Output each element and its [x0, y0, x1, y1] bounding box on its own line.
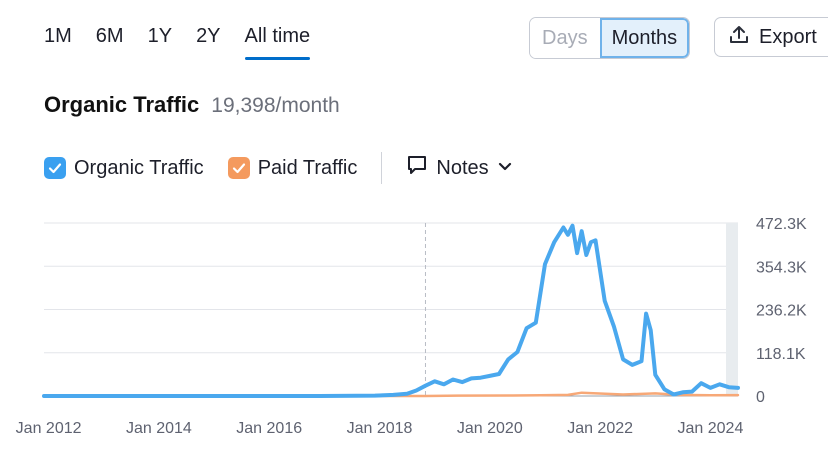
- y-tick-label: 236.2K: [756, 303, 807, 320]
- legend-divider: [381, 152, 383, 184]
- x-tick-label: Jan 2012: [16, 420, 82, 437]
- organic-traffic-line: [42, 223, 740, 398]
- range-tab-all-time[interactable]: All time: [244, 22, 310, 60]
- current-period-band: [726, 223, 738, 396]
- upload-icon: [729, 24, 749, 50]
- legend-paid-traffic[interactable]: Paid Traffic: [227, 156, 358, 180]
- notes-label: Notes: [436, 156, 489, 179]
- chart-marks: [42, 223, 740, 398]
- chart-grid: [44, 222, 738, 397]
- range-tabs: 1M 6M 1Y 2Y All time: [44, 22, 334, 60]
- metric-value: 19,398/month: [211, 94, 340, 117]
- months-button[interactable]: Months: [599, 18, 690, 58]
- x-tick-label: Jan 2014: [126, 420, 192, 437]
- days-button[interactable]: Days: [530, 18, 600, 58]
- range-tab-6m[interactable]: 6M: [95, 25, 124, 47]
- x-axis-ticks: Jan 2012 Jan 2014 Jan 2016 Jan 2018 Jan 2020…: [16, 420, 744, 437]
- notes-dropdown[interactable]: Notes: [406, 154, 512, 182]
- y-tick-label: 118.1K: [756, 346, 806, 363]
- metric-title: Organic Traffic: [44, 92, 200, 117]
- legend-organic-label: Organic Traffic: [74, 156, 204, 179]
- checkbox-checked-icon: [227, 157, 250, 179]
- x-tick-label: Jan 2018: [347, 420, 413, 437]
- chevron-down-icon: [497, 157, 513, 180]
- x-tick-label: Jan 2020: [457, 420, 523, 437]
- y-axis-ticks: 0 118.1K 236.2K 354.3K 472.3K: [756, 216, 807, 406]
- granularity-toggle: Days Months: [529, 17, 691, 59]
- metric-summary: Organic Traffic 19,398/month: [44, 92, 340, 118]
- x-tick-label: Jan 2016: [236, 420, 302, 437]
- export-label: Export: [759, 25, 817, 48]
- export-button[interactable]: Export: [714, 17, 828, 57]
- range-tab-1y[interactable]: 1Y: [147, 25, 173, 47]
- legend-organic-traffic[interactable]: Organic Traffic: [44, 157, 204, 180]
- legend: Organic Traffic Paid Traffic Notes: [44, 152, 513, 184]
- range-tab-2y[interactable]: 2Y: [196, 25, 221, 47]
- legend-paid-label: Paid Traffic: [257, 156, 358, 179]
- paid-traffic-line: [42, 391, 740, 398]
- comment-icon: [406, 154, 428, 182]
- x-tick-label: Jan 2022: [567, 420, 633, 437]
- checkbox-checked-icon: [44, 157, 66, 179]
- range-tab-1m[interactable]: 1M: [44, 25, 72, 47]
- x-tick-label: Jan 2024: [678, 420, 744, 437]
- y-tick-label: 472.3K: [756, 216, 807, 233]
- y-tick-label: 354.3K: [756, 259, 807, 276]
- y-tick-label: 0: [756, 389, 765, 406]
